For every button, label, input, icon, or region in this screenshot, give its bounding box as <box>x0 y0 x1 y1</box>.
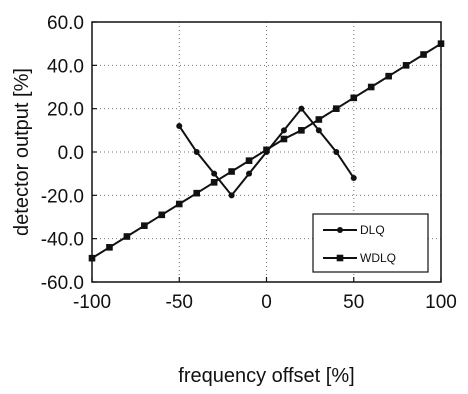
legend-marker <box>337 227 343 233</box>
wdlq-point <box>193 189 200 197</box>
axis-ticks: -100 -50 0 50 100 60.0 40.0 20.0 0.0 -20.0 -40.0 -6… <box>41 13 457 313</box>
x-tick-label: -100 <box>73 292 111 313</box>
wdlq-point <box>350 94 358 102</box>
wdlq-point <box>437 40 445 47</box>
series-wdlq <box>88 40 445 262</box>
legend-item-dlq: DLQ <box>323 223 385 237</box>
wdlq-point <box>175 200 183 208</box>
dlq-point <box>211 170 218 177</box>
wdlq-point <box>245 157 253 164</box>
x-tick-label: 50 <box>343 292 364 313</box>
wdlq-point <box>420 51 427 58</box>
x-tick-label: -50 <box>166 292 193 313</box>
wdlq-point <box>228 168 235 175</box>
y-tick-label: -20.0 <box>41 186 84 207</box>
dlq-point <box>350 175 357 181</box>
dlq-point <box>280 127 287 134</box>
y-tick-label: -60.0 <box>41 273 84 294</box>
dlq-point <box>176 123 183 129</box>
dlq-point <box>298 105 305 112</box>
wdlq-point <box>402 62 410 69</box>
y-tick-label: 0.0 <box>58 143 84 164</box>
wdlq-point <box>141 222 148 229</box>
series-layer <box>88 40 445 262</box>
wdlq-point <box>333 105 340 112</box>
wdlq-point <box>298 127 305 134</box>
y-tick-label: 20.0 <box>47 100 84 121</box>
dlq-point <box>228 192 235 199</box>
dlq-point <box>333 149 340 155</box>
y-tick-label: 40.0 <box>47 56 84 77</box>
wdlq-point <box>367 83 375 91</box>
wdlq-point <box>280 135 288 143</box>
y-tick-label: -40.0 <box>41 230 84 251</box>
wdlq-point <box>106 244 113 251</box>
legend: DLQ WDLQ <box>312 213 429 273</box>
wdlq-point <box>123 233 131 240</box>
wdlq-point <box>210 179 218 186</box>
x-axis-label: frequency offset [%] <box>178 365 354 387</box>
wdlq-point <box>385 72 392 80</box>
wdlq-point <box>158 211 166 219</box>
dlq-point <box>315 127 322 134</box>
wdlq-point <box>315 116 323 123</box>
legend-item-wdlq: WDLQ <box>323 251 396 265</box>
legend-label: DLQ <box>360 223 385 237</box>
wdlq-point <box>88 254 96 262</box>
legend-box <box>312 213 429 273</box>
legend-label: WDLQ <box>360 251 396 265</box>
dlq-point <box>246 170 253 177</box>
y-axis-label: detector output [%] <box>11 68 33 236</box>
legend-marker <box>336 254 344 262</box>
wdlq-point <box>263 146 270 154</box>
x-tick-label: 0 <box>261 292 272 313</box>
dlq-point <box>193 149 200 155</box>
y-tick-label: 60.0 <box>47 13 84 34</box>
x-tick-label: 100 <box>425 292 457 313</box>
